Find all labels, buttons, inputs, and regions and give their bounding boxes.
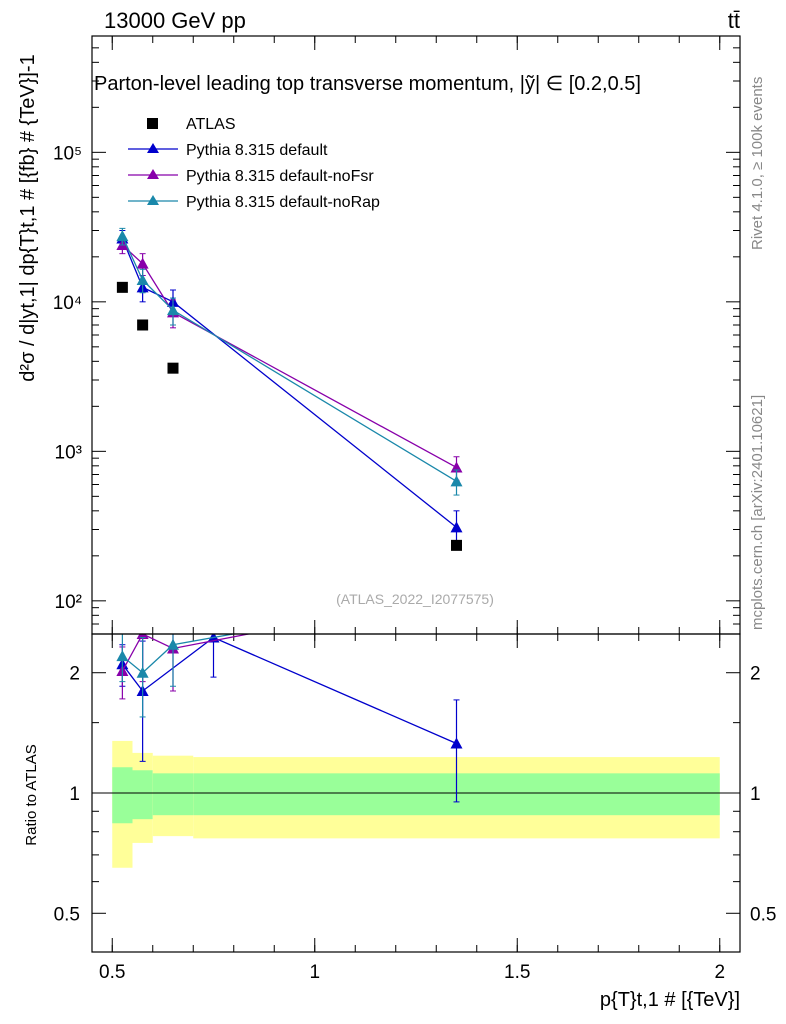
y-tick-label: 10² — [55, 592, 82, 613]
ratio-tick-label-right: 2 — [750, 664, 761, 685]
ratio-series-layer — [116, 634, 463, 803]
atlas-data-point — [451, 539, 462, 551]
ratio-point — [116, 650, 129, 662]
atlas-data-point — [137, 319, 149, 331]
legend-marker-default — [147, 143, 159, 153]
stat-uncertainty-band — [132, 770, 153, 820]
rivet-label: Rivet 4.1.0, ≥ 100k events — [749, 77, 766, 250]
ratio-y-axis-label: Ratio to ATLAS — [23, 744, 40, 845]
chart-title: Parton-level leading top transverse mome… — [94, 73, 641, 95]
x-tick-label: 2 — [714, 962, 725, 983]
series-point — [136, 257, 149, 269]
energy-label: 13000 GeV pp — [104, 8, 246, 33]
atlas-data-point — [116, 281, 128, 293]
source-label: mcplots.cern.ch [arXiv:2401.10621] — [749, 395, 766, 630]
series-line — [121, 244, 457, 469]
ratio-series-line — [121, 636, 457, 745]
ratio-tick-label-right: 1 — [750, 784, 761, 805]
legend-label-default: Pythia 8.315 default — [186, 142, 328, 159]
legend-label-atlas: ATLAS — [186, 116, 236, 133]
analysis-watermark: (ATLAS_2022_I2077575) — [336, 591, 494, 607]
ratio-tick-label-left: 2 — [69, 664, 80, 685]
ratio-series-line — [121, 634, 252, 672]
series-point — [450, 521, 463, 533]
process-label: tt̄ — [728, 8, 740, 33]
ratio-point — [136, 666, 149, 678]
legend: ATLAS Pythia 8.315 default Pythia 8.315 … — [128, 116, 380, 211]
y-tick-label: 10⁴ — [53, 293, 82, 314]
stat-uncertainty-band — [152, 773, 194, 816]
legend-label-nofsr: Pythia 8.315 default-noFsr — [186, 168, 374, 185]
x-tick-label: 0.5 — [99, 962, 125, 983]
ratio-series-line — [121, 634, 237, 674]
atlas-data-point — [167, 362, 179, 374]
ratio-point — [167, 638, 179, 650]
series-line — [121, 235, 457, 482]
y-tick-label: 10⁵ — [53, 143, 82, 164]
legend-marker-norap — [147, 195, 159, 205]
series-point — [167, 304, 179, 316]
x-tick-label: 1 — [309, 962, 320, 983]
series-layer — [116, 227, 463, 803]
ratio-panel-frame — [91, 633, 741, 953]
series-point — [136, 273, 149, 285]
axes-ticks: 0.5 1 1.5 2 10² 10³ 10⁴ 10⁵ 0.5 0.5 1 1 2 2 — [53, 35, 776, 983]
ratio-tick-label-left: 1 — [69, 784, 80, 805]
legend-label-norap: Pythia 8.315 default-noRap — [186, 194, 380, 211]
x-axis-label: p{T}t,1 # [{TeV}] — [600, 989, 740, 1011]
ratio-point — [450, 737, 463, 749]
ratio-tick-label-right: 0.5 — [750, 904, 776, 925]
y-tick-label: 10³ — [55, 442, 82, 463]
stat-uncertainty-band — [112, 767, 133, 824]
series-point — [450, 475, 463, 487]
series-point — [116, 230, 129, 242]
x-tick-label: 1.5 — [504, 962, 530, 983]
legend-marker-nofsr — [147, 169, 159, 179]
legend-marker-atlas — [147, 118, 158, 129]
ratio-tick-label-left: 0.5 — [54, 904, 80, 925]
y-axis-label: d²σ / d|yt,1| dp{T}t,1 # [{fb} # {TeV}]-… — [17, 54, 39, 381]
